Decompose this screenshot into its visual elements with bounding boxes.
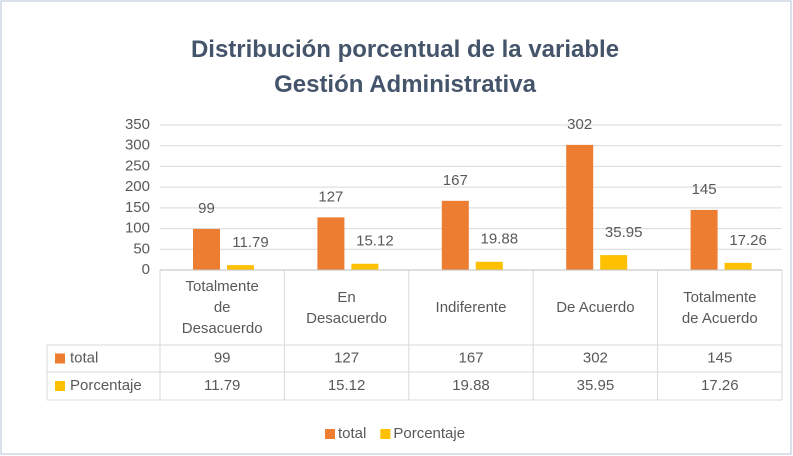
data-label: 19.88 (481, 231, 519, 248)
data-label: 127 (318, 188, 343, 205)
data-label: 35.95 (605, 224, 643, 241)
data-label: 167 (443, 172, 468, 189)
bar (441, 200, 469, 270)
table-row-label: Porcentaje (70, 377, 142, 394)
bar (351, 263, 379, 270)
y-tick-label: 300 (125, 137, 150, 154)
legend-key (325, 429, 335, 439)
data-label: 99 (198, 200, 215, 217)
category-text: De Acuerdo (556, 299, 635, 316)
data-label: 302 (567, 116, 592, 133)
y-tick-label: 50 (133, 240, 150, 257)
legend-key (55, 353, 65, 364)
category-text: Totalmente de Acuerdo (681, 288, 758, 327)
category-text: Totalmente de Desacuerdo (181, 278, 263, 337)
table-cell: 99 (214, 349, 231, 366)
legend-key (380, 429, 391, 439)
x-tick-label: De Acuerdo (533, 270, 657, 345)
table-cell: 127 (334, 349, 359, 366)
table-cell: 17.26 (701, 377, 739, 394)
category-text: En Desacuerdo (306, 288, 388, 327)
table-cell: 11.79 (204, 377, 240, 394)
y-tick-label: 350 (125, 116, 150, 133)
category-text: Indiferente (435, 299, 507, 316)
table-cell: 15.12 (328, 377, 366, 394)
table-cell: 145 (707, 349, 732, 366)
bar (193, 228, 220, 270)
table-cell: 35.95 (577, 377, 615, 394)
bar (227, 265, 254, 270)
data-label: 15.12 (356, 233, 394, 250)
bar (724, 262, 752, 270)
chart-title: Distribución porcentual de la variable G… (190, 36, 620, 98)
bar (600, 255, 628, 270)
legend-key (55, 381, 65, 391)
legend-label: Porcentaje (393, 425, 465, 442)
y-tick-label: 0 (142, 261, 150, 278)
bar (475, 261, 503, 270)
y-tick-label: 100 (125, 220, 150, 237)
y-tick-label: 200 (125, 178, 150, 195)
y-tick-label: 250 (125, 157, 150, 174)
x-tick-label: Totalmente de Acuerdo (658, 270, 782, 345)
x-tick-label: Totalmente de Desacuerdo (160, 270, 284, 345)
table-row-label: total (70, 349, 98, 366)
table-cell: 167 (458, 349, 483, 366)
data-label: 11.79 (232, 234, 268, 251)
bar (690, 209, 718, 270)
data-label: 17.26 (729, 232, 767, 249)
bar (566, 144, 594, 270)
data-label: 145 (692, 181, 717, 198)
table-cell: 19.88 (452, 377, 490, 394)
x-tick-label: Indiferente (409, 270, 533, 345)
legend-label: total (338, 425, 366, 442)
table-cell: 302 (583, 349, 608, 366)
y-tick-label: 150 (125, 199, 150, 216)
bar (317, 217, 345, 270)
x-tick-label: En Desacuerdo (284, 270, 408, 345)
